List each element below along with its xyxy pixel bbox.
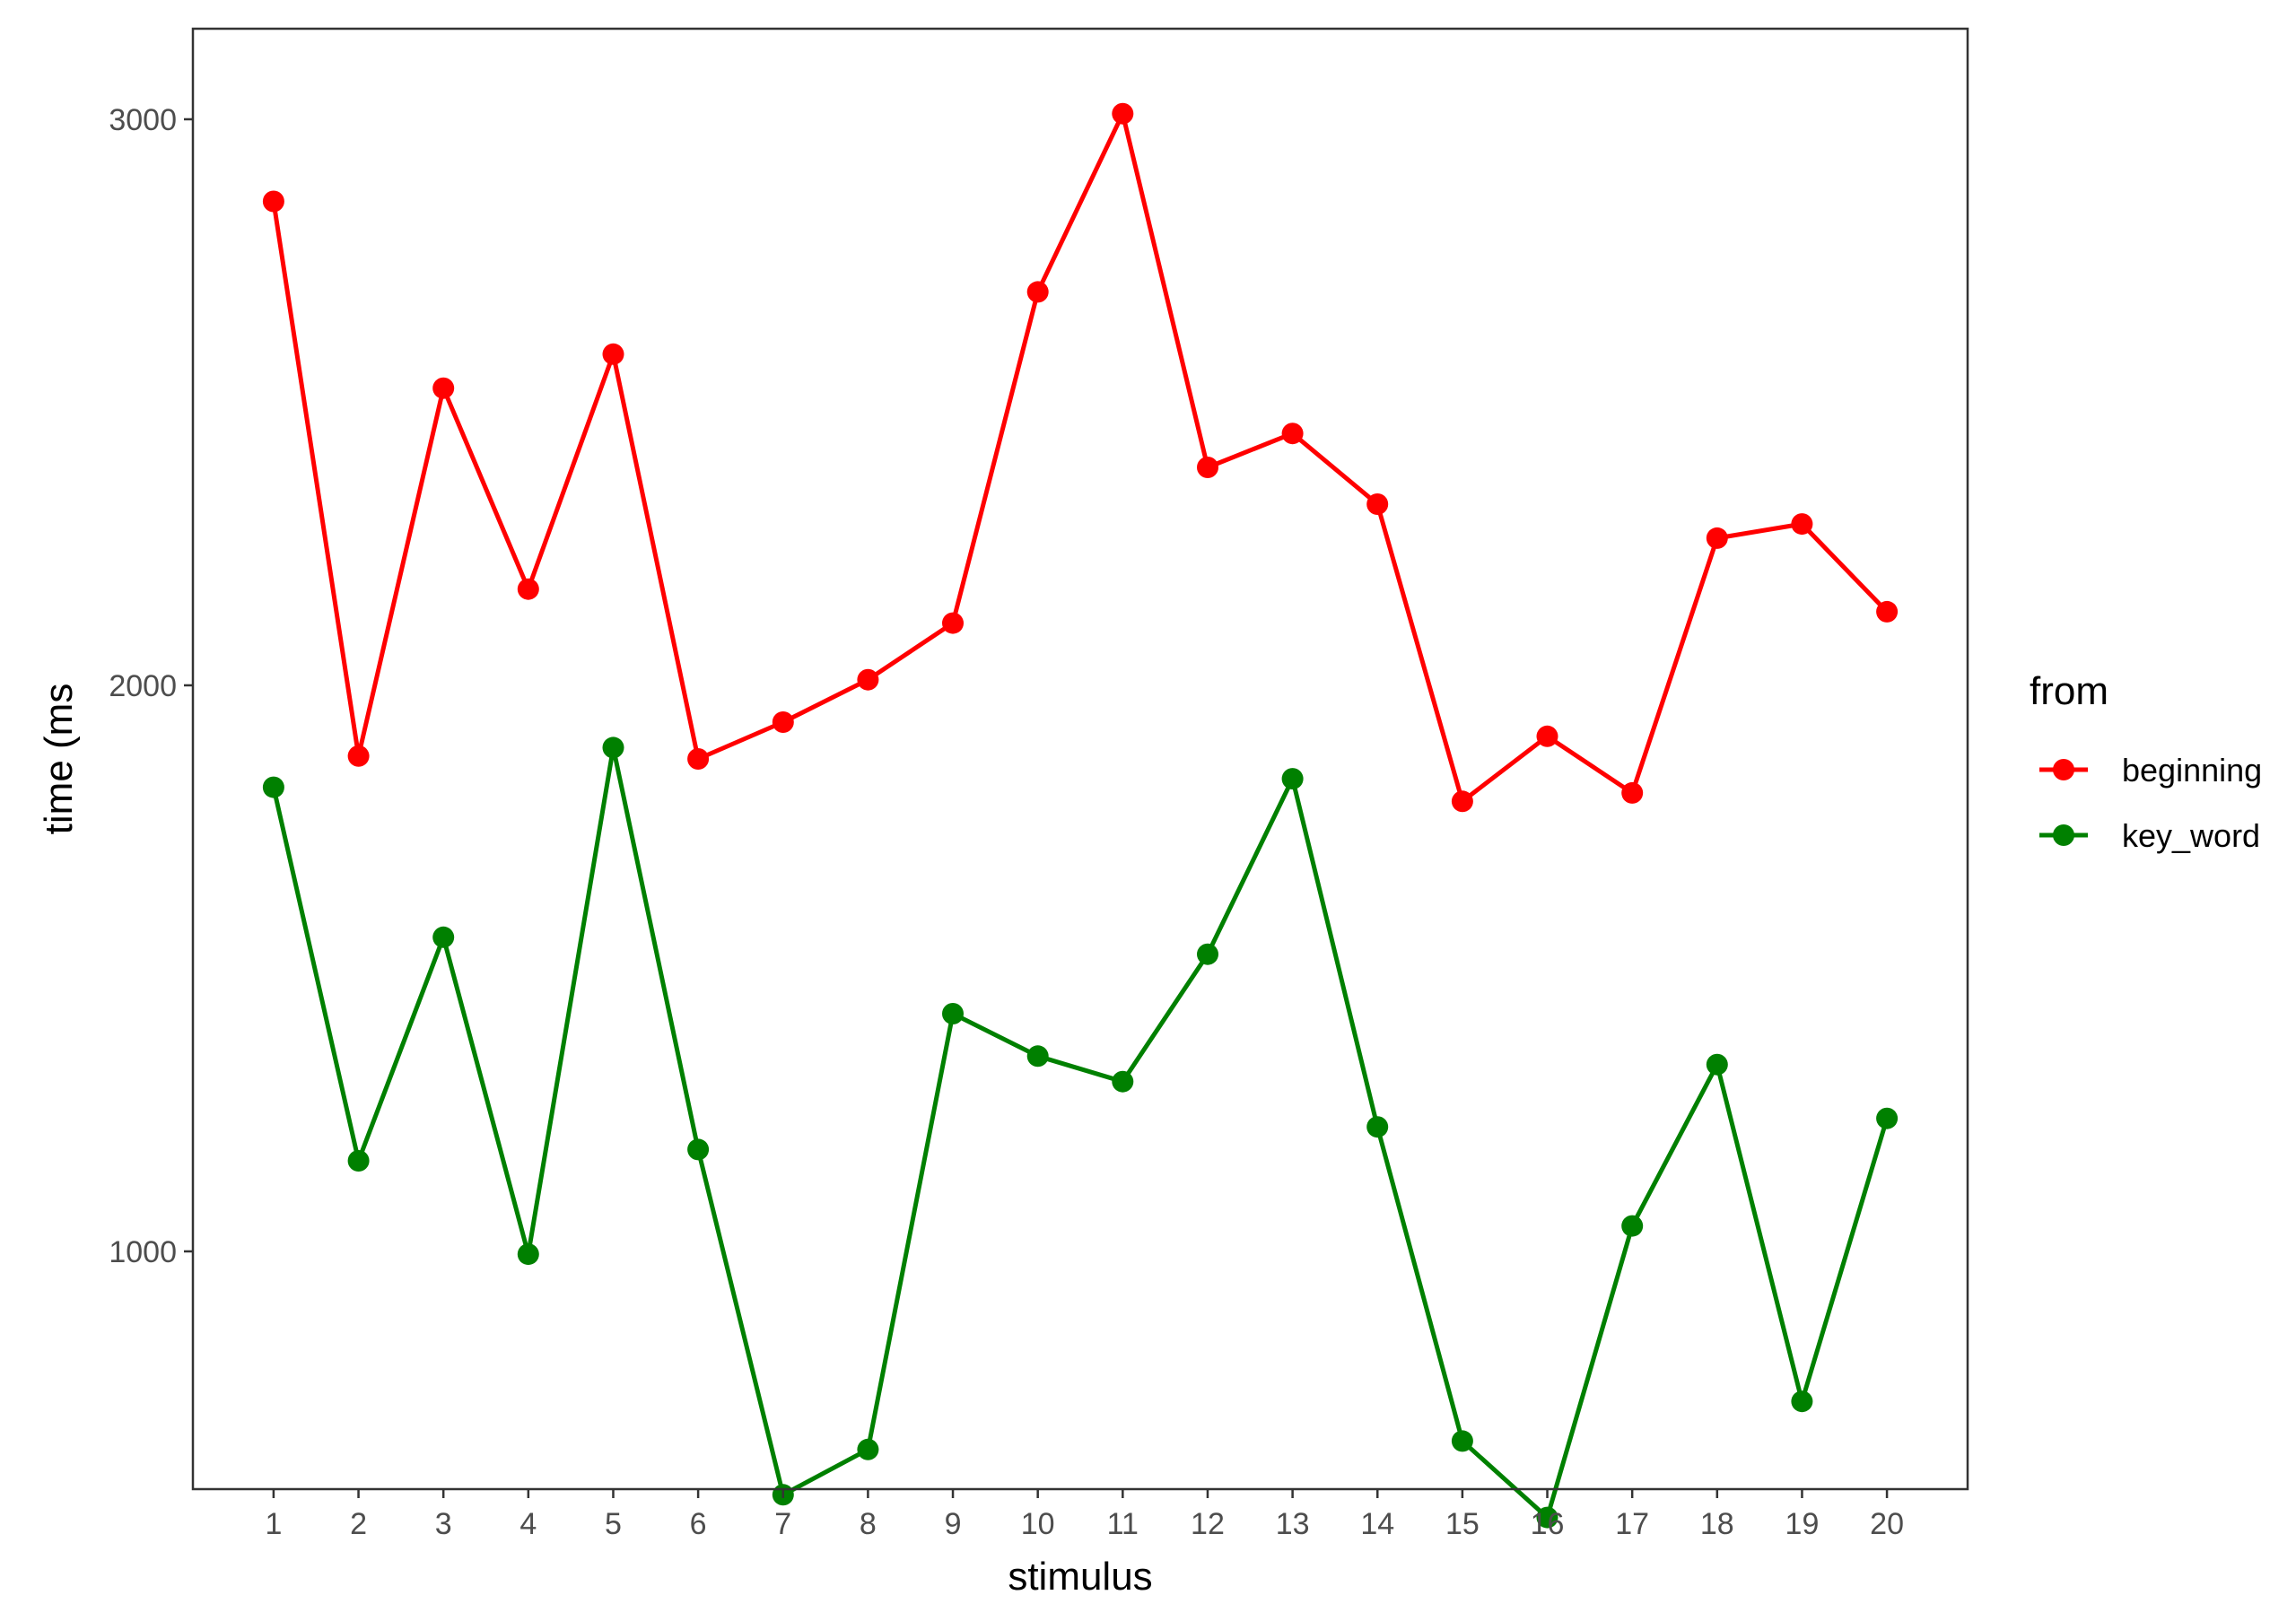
legend-label-key_word: key_word bbox=[2122, 817, 2260, 854]
x-tick-label: 16 bbox=[1531, 1507, 1565, 1541]
data-point-beginning-12 bbox=[1197, 457, 1218, 478]
data-point-beginning-10 bbox=[1026, 281, 1049, 303]
data-point-beginning-7 bbox=[772, 711, 794, 733]
data-point-beginning-18 bbox=[1706, 527, 1728, 549]
data-point-key_word-19 bbox=[1791, 1390, 1813, 1413]
y-tick-label: 3000 bbox=[109, 103, 177, 137]
x-axis: 1 2 3 4 5 6 7 8 9 10 11 12 13 14 15 16 17 18 19 20 bbox=[265, 1489, 1904, 1541]
y-axis: 1000 2000 3000 bbox=[109, 103, 193, 1269]
x-tick-label: 4 bbox=[519, 1507, 537, 1541]
x-axis-title: stimulus bbox=[1008, 1555, 1152, 1599]
data-point-beginning-5 bbox=[602, 343, 624, 365]
data-point-key_word-10 bbox=[1026, 1045, 1049, 1068]
data-point-key_word-13 bbox=[1281, 768, 1304, 790]
x-tick-label: 6 bbox=[690, 1507, 707, 1541]
data-point-beginning-3 bbox=[432, 377, 455, 399]
series-beginning bbox=[262, 102, 1899, 813]
series-layer bbox=[262, 102, 1899, 1529]
data-point-beginning-16 bbox=[1536, 725, 1558, 747]
legend-key-key_word bbox=[2039, 824, 2088, 846]
x-tick-label: 1 bbox=[265, 1507, 282, 1541]
y-axis-title: time (ms bbox=[37, 684, 81, 835]
x-tick-label: 17 bbox=[1615, 1507, 1649, 1541]
legend-key-point bbox=[2053, 759, 2074, 780]
data-point-key_word-16 bbox=[1536, 1506, 1558, 1529]
x-tick-label: 11 bbox=[1107, 1507, 1139, 1541]
data-point-key_word-11 bbox=[1112, 1070, 1134, 1093]
series-key_word bbox=[262, 736, 1899, 1529]
data-point-key_word-17 bbox=[1621, 1215, 1644, 1237]
data-point-key_word-14 bbox=[1366, 1116, 1389, 1138]
x-tick-label: 19 bbox=[1785, 1507, 1820, 1541]
legend-label-beginning: beginning bbox=[2122, 752, 2262, 789]
x-tick-label: 13 bbox=[1276, 1507, 1310, 1541]
data-point-key_word-8 bbox=[857, 1438, 879, 1460]
y-tick-label: 1000 bbox=[109, 1235, 177, 1269]
data-point-key_word-6 bbox=[687, 1138, 710, 1161]
data-point-key_word-9 bbox=[942, 1003, 964, 1024]
series-line-beginning bbox=[271, 111, 1889, 804]
data-point-key_word-2 bbox=[347, 1150, 370, 1172]
data-point-key_word-3 bbox=[432, 926, 455, 948]
data-point-beginning-14 bbox=[1366, 493, 1389, 515]
data-point-key_word-20 bbox=[1876, 1107, 1899, 1129]
x-tick-label: 2 bbox=[350, 1507, 367, 1541]
data-point-beginning-13 bbox=[1281, 423, 1304, 445]
legend: from beginning key_word bbox=[2030, 669, 2262, 854]
legend-key-beginning bbox=[2039, 759, 2088, 780]
series-line-key_word bbox=[271, 745, 1890, 1521]
data-point-beginning-4 bbox=[517, 578, 539, 600]
plot-panel-border bbox=[191, 27, 1969, 1491]
data-point-beginning-9 bbox=[942, 612, 964, 634]
data-point-beginning-15 bbox=[1451, 790, 1473, 813]
legend-title: from bbox=[2030, 669, 2108, 713]
x-tick-label: 20 bbox=[1870, 1507, 1904, 1541]
data-point-key_word-12 bbox=[1197, 943, 1218, 965]
y-tick-label: 2000 bbox=[109, 669, 177, 703]
x-tick-label: 14 bbox=[1360, 1507, 1394, 1541]
data-point-beginning-2 bbox=[347, 745, 370, 767]
data-point-beginning-1 bbox=[262, 190, 284, 213]
data-point-beginning-17 bbox=[1621, 781, 1644, 804]
legend-key-point bbox=[2053, 824, 2074, 846]
x-tick-label: 3 bbox=[435, 1507, 452, 1541]
x-tick-label: 8 bbox=[860, 1507, 877, 1541]
x-tick-label: 10 bbox=[1021, 1507, 1055, 1541]
data-point-beginning-11 bbox=[1112, 102, 1134, 125]
data-point-key_word-5 bbox=[602, 736, 624, 759]
data-point-beginning-20 bbox=[1876, 600, 1899, 623]
data-point-key_word-18 bbox=[1706, 1053, 1728, 1076]
x-tick-label: 7 bbox=[774, 1507, 791, 1541]
x-tick-label: 15 bbox=[1445, 1507, 1480, 1541]
x-tick-label: 5 bbox=[605, 1507, 622, 1541]
x-tick-label: 12 bbox=[1191, 1507, 1225, 1541]
x-tick-label: 18 bbox=[1700, 1507, 1734, 1541]
data-point-beginning-8 bbox=[857, 668, 879, 691]
data-point-beginning-6 bbox=[687, 748, 710, 770]
x-tick-label: 9 bbox=[945, 1507, 962, 1541]
data-point-beginning-19 bbox=[1791, 513, 1813, 536]
data-point-key_word-4 bbox=[517, 1243, 539, 1266]
data-point-key_word-15 bbox=[1451, 1430, 1473, 1452]
data-point-key_word-1 bbox=[262, 776, 284, 798]
